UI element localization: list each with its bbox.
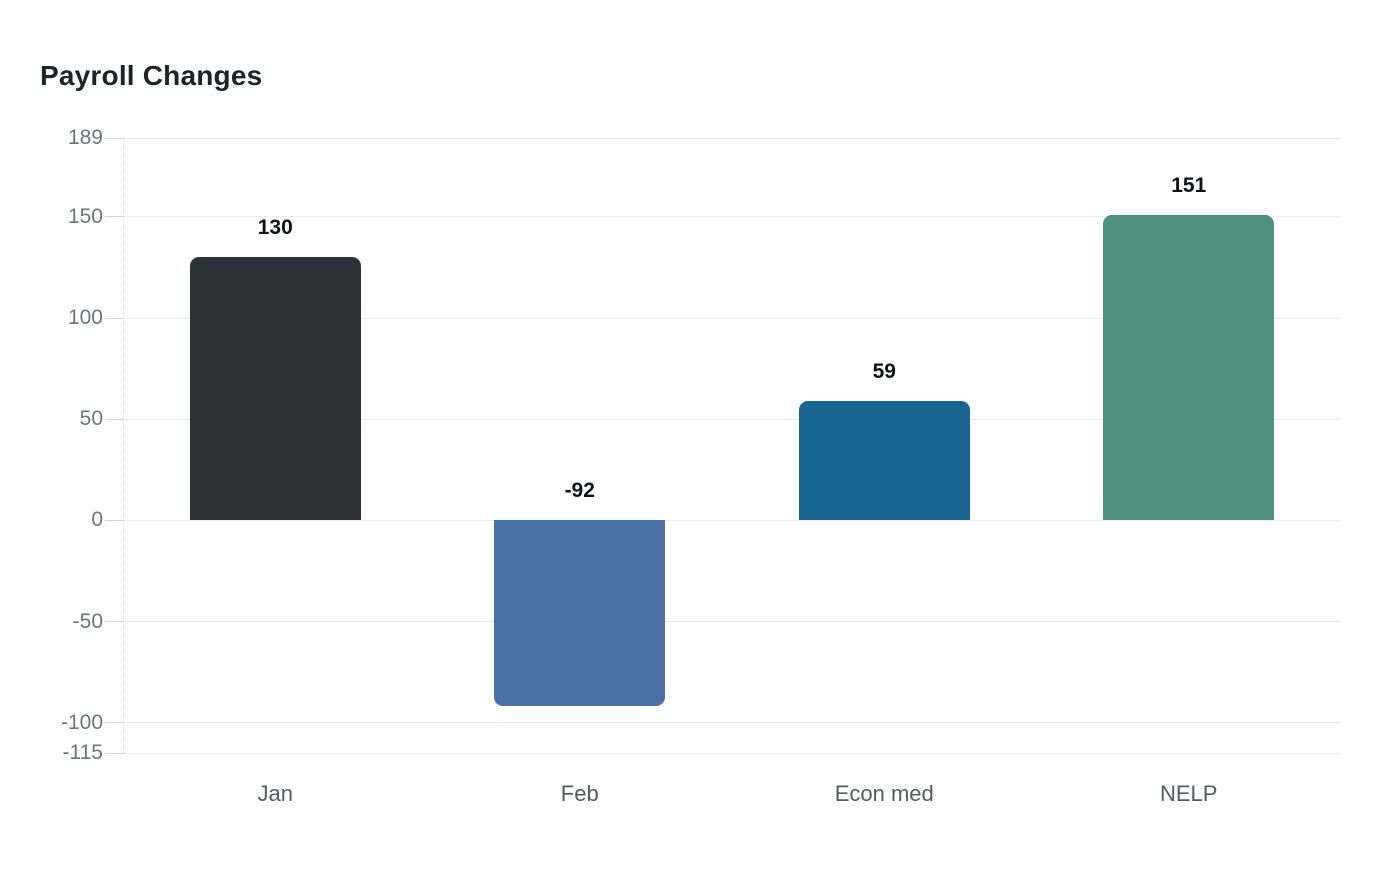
y-tick-label: -50 (72, 609, 103, 633)
bar-jan[interactable] (189, 257, 361, 521)
bar-nelp[interactable] (1103, 214, 1275, 521)
y-tick-label: -115 (62, 741, 103, 764)
y-gridline (123, 752, 1341, 754)
y-gridline (123, 621, 1341, 622)
x-tick-label-0: Jan (257, 781, 293, 806)
y-axis-line (123, 138, 124, 753)
y-gridline (123, 137, 1341, 139)
y-axis-tick (105, 621, 123, 622)
y-gridline (123, 519, 1341, 521)
y-axis-tick (105, 722, 123, 724)
x-tick-label-2: Econ med (834, 781, 934, 806)
bar-value-label: 130 (257, 216, 293, 240)
y-tick-label: 50 (79, 407, 103, 431)
y-axis-tick (105, 519, 123, 521)
y-axis-tick (105, 137, 123, 139)
y-tick-label: -100 (60, 710, 103, 734)
y-gridline (123, 722, 1341, 724)
y-gridline (123, 216, 1341, 218)
y-axis-tick (105, 216, 123, 218)
y-gridline (123, 418, 1341, 420)
y-tick-label: 0 (91, 508, 103, 532)
y-axis-tick (105, 418, 123, 420)
bar-value-label: 151 (1171, 173, 1207, 197)
y-tick-label: 189 (67, 126, 103, 149)
x-tick-label-1: Feb (560, 781, 599, 806)
y-axis-tick (105, 752, 123, 754)
chart-title: Payroll Changes (40, 60, 263, 91)
y-tick-label: 100 (67, 306, 103, 330)
x-tick-label-3: NELP (1160, 781, 1218, 806)
y-axis-tick (105, 317, 123, 319)
y-gridline (123, 317, 1341, 319)
bar-feb[interactable] (494, 520, 666, 707)
bar-econ-med[interactable] (798, 400, 970, 521)
bar-value-label: 59 (872, 359, 896, 383)
y-tick-label: 150 (67, 204, 103, 228)
bar-value-label: -92 (564, 479, 595, 503)
